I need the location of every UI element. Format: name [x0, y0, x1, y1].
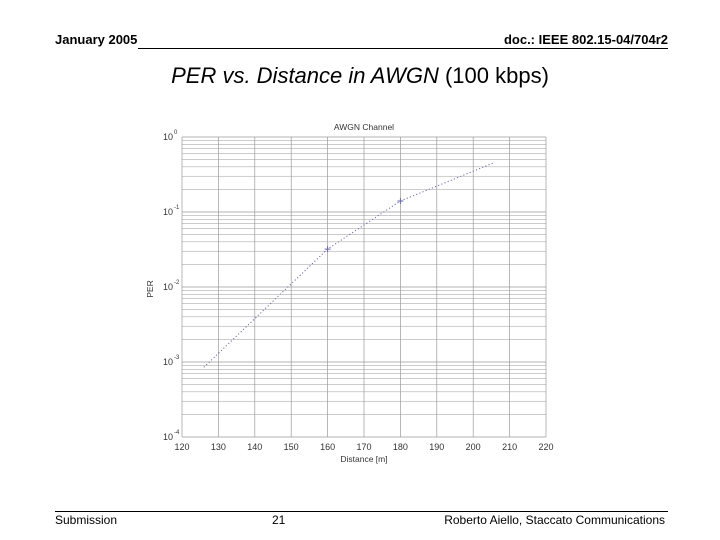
slide-title: PER vs. Distance in AWGN (100 kbps): [0, 63, 720, 89]
y-tick-label: 10: [163, 357, 173, 367]
y-tick-exponent: -2: [174, 280, 180, 286]
x-tick-label: 220: [538, 442, 553, 452]
y-tick-exponent: -3: [174, 355, 180, 361]
footer-page-number: 21: [272, 513, 286, 527]
y-tick-label: 10: [163, 132, 173, 142]
y-tick-label: 10: [163, 282, 173, 292]
x-tick-label: 190: [429, 442, 444, 452]
x-tick-label: 130: [211, 442, 226, 452]
series-line: [203, 161, 496, 368]
slide-title-suffix: (100 kbps): [438, 63, 549, 88]
header-date: January 2005: [55, 32, 138, 47]
chart-y-axis-label: PER: [145, 280, 155, 297]
y-tick-label: 10: [163, 432, 173, 442]
data-point-marker: [324, 246, 331, 253]
x-tick-label: 170: [356, 442, 371, 452]
y-tick-label: 10: [163, 207, 173, 217]
x-tick-label: 150: [284, 442, 299, 452]
x-tick-label: 180: [393, 442, 408, 452]
slide-title-main: PER vs. Distance in AWGN: [171, 63, 439, 88]
chart-series: [203, 161, 496, 368]
x-tick-label: 120: [174, 442, 189, 452]
header-rule: [138, 48, 668, 49]
header-doc-id: doc.: IEEE 802.15-04/704r2: [503, 32, 668, 47]
chart-x-axis-label: Distance [m]: [340, 454, 387, 464]
footer-submission: Submission: [55, 513, 118, 527]
footer-rule: [55, 511, 668, 512]
data-point-marker: [397, 198, 404, 205]
y-tick-exponent: -4: [174, 430, 180, 436]
footer-author: Roberto Aiello, Staccato Communications: [444, 513, 665, 527]
y-tick-exponent: -1: [174, 205, 180, 211]
x-tick-label: 140: [247, 442, 262, 452]
x-tick-label: 200: [466, 442, 481, 452]
chart-title: AWGN Channel: [334, 122, 394, 132]
x-tick-label: 210: [502, 442, 517, 452]
x-tick-label: 160: [320, 442, 335, 452]
y-tick-exponent: 0: [174, 130, 178, 136]
chart-grid: [181, 136, 547, 438]
